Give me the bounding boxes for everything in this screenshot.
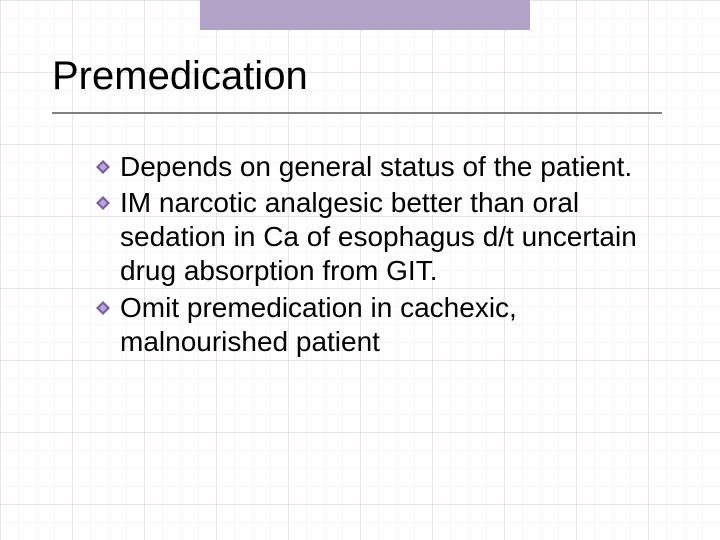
title-underline — [52, 112, 662, 114]
slide: Premedication Depends on general status … — [0, 0, 720, 540]
list-item-text: IM narcotic analgesic better than oral s… — [120, 186, 656, 288]
diamond-bullet-icon — [96, 301, 110, 315]
diamond-bullet-icon — [96, 196, 110, 210]
list-item-text: Omit premedication in cachexic, malnouri… — [120, 291, 656, 359]
diamond-bullet-icon — [96, 160, 110, 174]
list-item-text: Depends on general status of the patient… — [120, 150, 632, 184]
slide-title: Premedication — [52, 54, 308, 99]
bullet-list: Depends on general status of the patient… — [96, 150, 656, 361]
list-item: IM narcotic analgesic better than oral s… — [96, 186, 656, 288]
list-item: Depends on general status of the patient… — [96, 150, 656, 184]
top-accent-bar — [200, 0, 530, 30]
list-item: Omit premedication in cachexic, malnouri… — [96, 291, 656, 359]
